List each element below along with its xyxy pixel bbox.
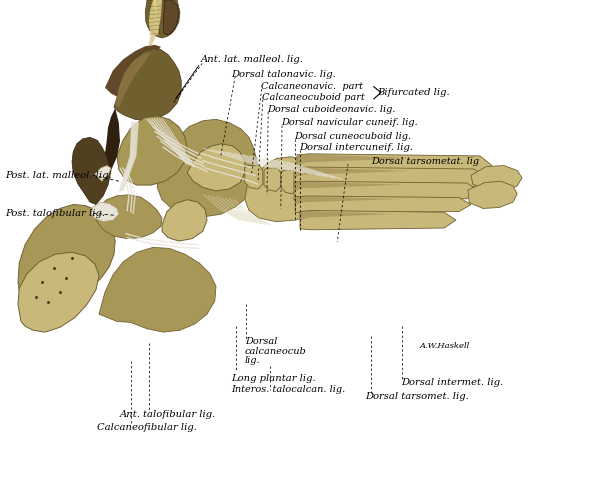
Text: Long plantar lig.: Long plantar lig. <box>231 375 316 383</box>
Text: calcaneocub: calcaneocub <box>245 347 307 356</box>
Polygon shape <box>105 45 161 97</box>
Text: Dorsal cuboideonavic. lig.: Dorsal cuboideonavic. lig. <box>267 105 395 114</box>
Polygon shape <box>264 168 281 191</box>
Text: Dorsal: Dorsal <box>245 337 277 346</box>
Text: Dorsal cuneocuboid lig.: Dorsal cuneocuboid lig. <box>294 132 411 141</box>
Polygon shape <box>114 49 181 121</box>
Text: Dorsal tarsomet. lig.: Dorsal tarsomet. lig. <box>365 393 469 401</box>
Polygon shape <box>300 211 394 220</box>
Text: Calcaneocuboid part: Calcaneocuboid part <box>262 93 365 102</box>
Polygon shape <box>91 202 119 222</box>
Polygon shape <box>294 182 405 191</box>
Text: Ant. lat. malleol. lig.: Ant. lat. malleol. lig. <box>201 55 304 64</box>
Text: Dorsal intermet. lig.: Dorsal intermet. lig. <box>401 378 503 387</box>
Text: Dorsal navicular cuneif. lig.: Dorsal navicular cuneif. lig. <box>281 118 418 127</box>
Polygon shape <box>72 137 111 205</box>
Polygon shape <box>115 52 151 108</box>
Text: Interos. talocalcan. lig.: Interos. talocalcan. lig. <box>231 385 345 394</box>
Text: Dorsal tarsometat. lig: Dorsal tarsometat. lig <box>371 157 479 166</box>
Polygon shape <box>245 157 343 222</box>
Polygon shape <box>163 0 179 35</box>
Polygon shape <box>468 181 517 208</box>
Polygon shape <box>295 196 401 205</box>
Text: Post. lat. malleol. lig.: Post. lat. malleol. lig. <box>5 171 112 180</box>
Polygon shape <box>294 168 409 178</box>
Text: Calcaneofibular lig.: Calcaneofibular lig. <box>97 423 197 432</box>
Text: A.W.Haskell: A.W.Haskell <box>420 342 470 350</box>
Text: Bifurcated lig.: Bifurcated lig. <box>377 88 449 96</box>
Text: Post. talofibular lig.: Post. talofibular lig. <box>5 209 105 218</box>
Polygon shape <box>297 154 492 177</box>
Polygon shape <box>18 205 115 320</box>
Polygon shape <box>333 162 402 210</box>
Polygon shape <box>102 108 120 180</box>
Polygon shape <box>95 166 111 181</box>
Polygon shape <box>149 0 162 35</box>
Polygon shape <box>187 144 245 191</box>
Polygon shape <box>149 6 158 46</box>
Text: Dorsal intercuneif. lig.: Dorsal intercuneif. lig. <box>299 143 413 151</box>
Polygon shape <box>295 196 471 213</box>
Polygon shape <box>294 167 486 188</box>
Polygon shape <box>99 247 216 332</box>
Polygon shape <box>471 166 522 191</box>
Polygon shape <box>294 181 479 201</box>
Polygon shape <box>145 0 180 38</box>
Text: Dorsal talonavic. lig.: Dorsal talonavic. lig. <box>231 70 336 78</box>
Text: Calcaneonavic.  part: Calcaneonavic. part <box>261 82 363 91</box>
Polygon shape <box>117 116 187 185</box>
Polygon shape <box>281 170 297 194</box>
Polygon shape <box>297 154 414 166</box>
Text: Ant. talofibular lig.: Ant. talofibular lig. <box>120 411 216 419</box>
Text: lig.: lig. <box>245 356 260 365</box>
Polygon shape <box>300 210 456 230</box>
Polygon shape <box>157 119 258 217</box>
Polygon shape <box>18 252 99 332</box>
Polygon shape <box>245 166 263 189</box>
Polygon shape <box>162 200 207 241</box>
Polygon shape <box>96 195 162 239</box>
